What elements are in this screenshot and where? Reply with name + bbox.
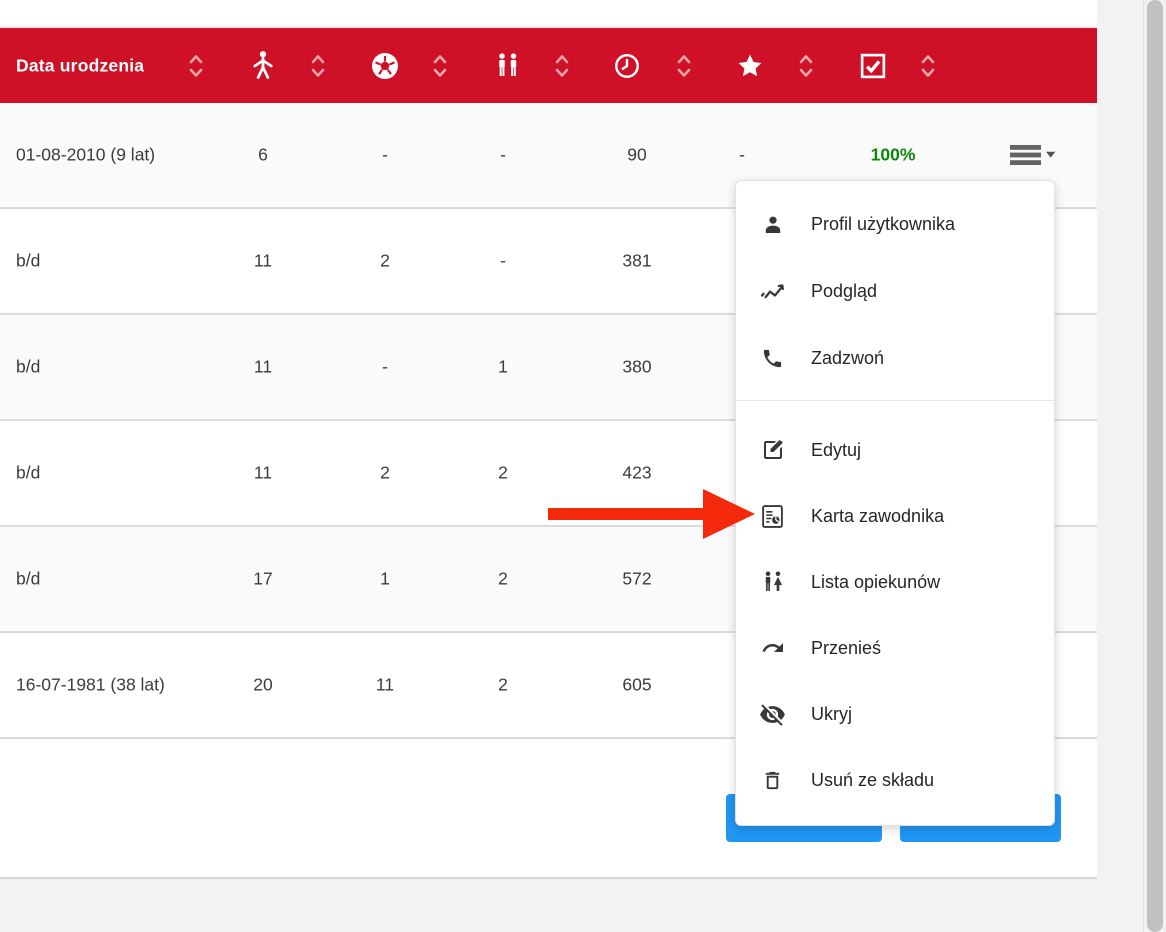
sort-chevrons-icon[interactable]	[677, 52, 692, 79]
cell-value: 17	[253, 568, 273, 589]
cell-value: 2	[498, 674, 508, 695]
cell-value: 381	[622, 250, 652, 271]
menu-item-label: Profil użytkownika	[811, 214, 956, 234]
table-header-row: Data urodzenia	[0, 28, 1097, 103]
menu-item[interactable]: Ukryj	[736, 681, 1054, 747]
menu-item-label: Karta zawodnika	[811, 505, 945, 526]
column-header-birthdate: Data urodzenia	[16, 55, 145, 75]
cell-birthdate: b/d	[16, 250, 41, 271]
menu-divider	[736, 400, 1054, 401]
cell-value: -	[382, 144, 388, 165]
cell-value: 423	[622, 462, 652, 483]
menu-item[interactable]: Karta zawodnika	[736, 483, 1054, 549]
sort-chevrons-icon[interactable]	[189, 52, 204, 79]
menu-item[interactable]: Profil użytkownika	[736, 191, 1054, 258]
cell-value: 572	[622, 568, 652, 589]
cell-birthdate: b/d	[16, 462, 41, 483]
cell-value: -	[500, 144, 506, 165]
attendance-percent: 100%	[870, 144, 916, 165]
cell-value: 2	[498, 462, 508, 483]
clock-icon	[613, 52, 641, 80]
edit-icon	[759, 437, 786, 464]
cell-value: 1	[380, 568, 390, 589]
checkbox-icon	[859, 51, 888, 80]
row-actions-menu-button[interactable]	[1008, 143, 1060, 167]
cell-value: -	[382, 356, 388, 377]
annotation-arrow-icon	[540, 482, 760, 546]
scrollbar-thumb[interactable]	[1147, 0, 1163, 932]
players-icon	[493, 50, 524, 82]
cell-value: 2	[380, 462, 390, 483]
cell-value: 11	[253, 250, 273, 271]
cell-value: 20	[253, 674, 273, 695]
move-icon	[759, 635, 786, 662]
row-context-menu: Profil użytkownika Podgląd Zadzwoń Edytuj Ka…	[735, 180, 1055, 826]
cell-value: 380	[622, 356, 652, 377]
sort-chevrons-icon[interactable]	[555, 52, 570, 79]
menu-item-label: Przenieś	[811, 637, 882, 658]
menu-item-label: Usuń ze składu	[811, 769, 935, 790]
sort-chevrons-icon[interactable]	[433, 52, 448, 79]
menu-item[interactable]: Przenieś	[736, 615, 1054, 681]
menu-item-label: Zadzwoń	[811, 348, 885, 368]
menu-item[interactable]: Podgląd	[736, 258, 1054, 325]
cell-value: 11	[253, 356, 273, 377]
cell-value: 11	[253, 462, 273, 483]
cell-value: -	[500, 250, 506, 271]
cell-value: 11	[375, 674, 395, 695]
menu-item[interactable]: Edytuj	[736, 417, 1054, 483]
user-icon	[759, 211, 786, 238]
cell-birthdate: 01-08-2010 (9 lat)	[16, 144, 156, 165]
trend-icon	[759, 278, 786, 305]
scrollbar-track	[1143, 0, 1166, 932]
menu-item-label: Edytuj	[811, 439, 862, 460]
sort-chevrons-icon[interactable]	[799, 52, 814, 79]
soccer-ball-icon	[370, 51, 400, 81]
player-card-icon	[759, 503, 786, 530]
delete-icon	[759, 767, 786, 794]
cell-birthdate: b/d	[16, 568, 41, 589]
cell-value: 2	[380, 250, 390, 271]
menu-item-label: Ukryj	[811, 703, 852, 724]
sort-chevrons-icon[interactable]	[311, 52, 326, 79]
cell-value: 1	[498, 356, 508, 377]
athlete-icon	[248, 49, 278, 83]
phone-icon	[759, 345, 786, 372]
star-icon	[736, 52, 764, 79]
hide-icon	[759, 701, 786, 728]
cell-value: -	[739, 144, 745, 165]
cell-value: 90	[627, 144, 647, 165]
menu-item-label: Podgląd	[811, 281, 878, 301]
menu-item[interactable]: Usuń ze składu	[736, 747, 1054, 813]
menu-item-label: Lista opiekunów	[811, 571, 941, 592]
cell-birthdate: b/d	[16, 356, 41, 377]
cell-value: 605	[622, 674, 652, 695]
menu-item[interactable]: Zadzwoń	[736, 325, 1054, 392]
sort-chevrons-icon[interactable]	[921, 52, 936, 79]
menu-item[interactable]: Lista opiekunów	[736, 549, 1054, 615]
cell-value: 6	[258, 144, 268, 165]
cell-birthdate: 16-07-1981 (38 lat)	[16, 674, 165, 695]
guardians-icon	[759, 569, 786, 596]
table-top-strip	[0, 0, 1097, 28]
cell-value: 2	[498, 568, 508, 589]
